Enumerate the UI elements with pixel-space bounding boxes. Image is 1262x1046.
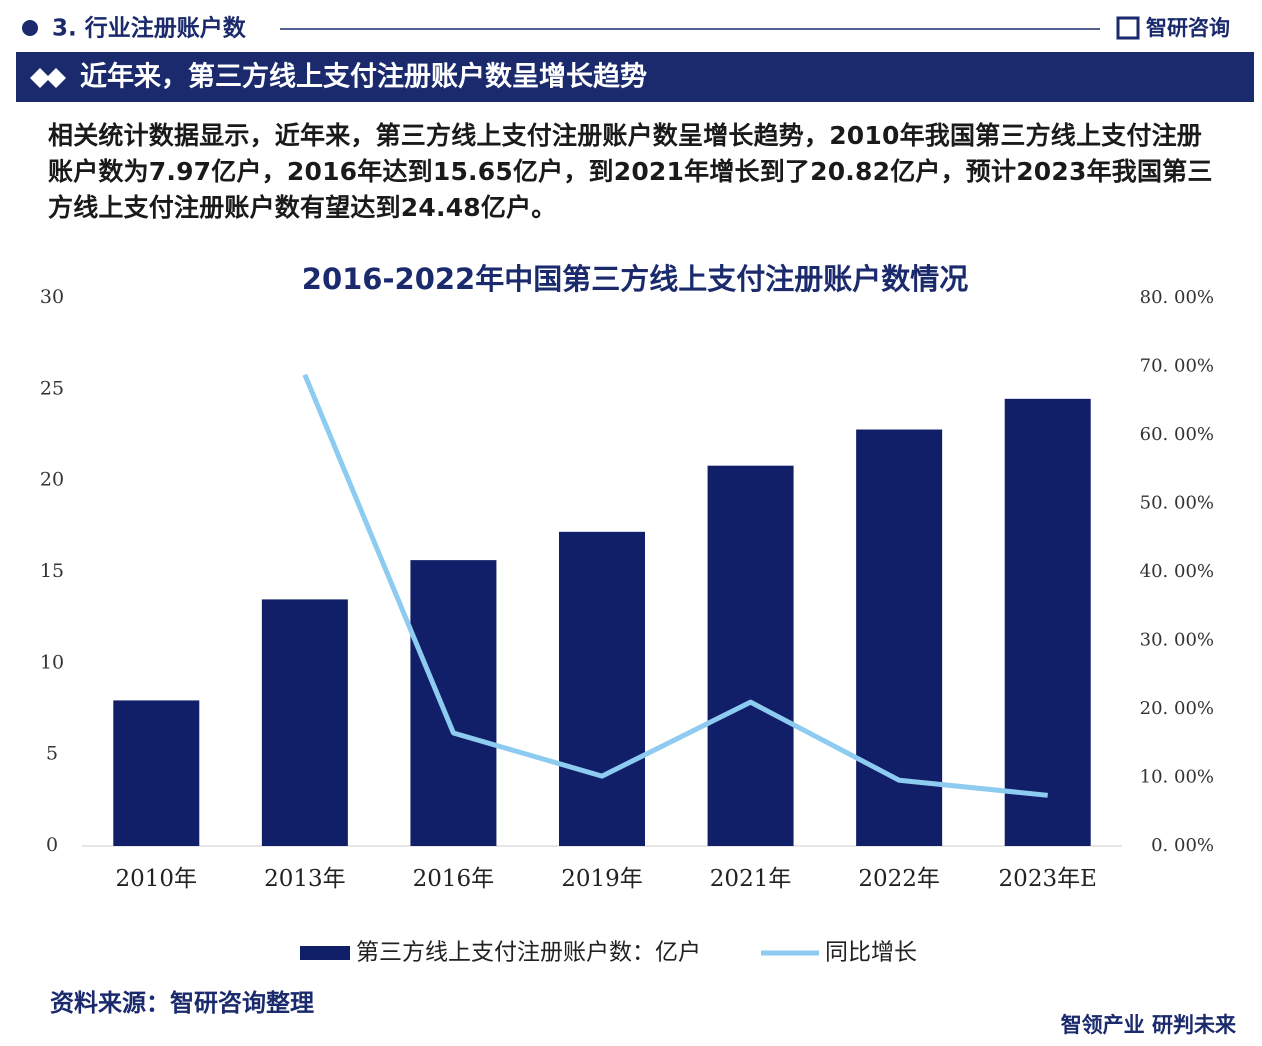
banner-text: 近年来，第三方线上支付注册账户数呈增长趋势 [80,61,647,93]
x-tick-label: 2023年E [999,866,1097,892]
legend-label: 第三方线上支付注册账户数：亿户 [356,940,701,966]
x-tick-label: 2016年 [413,866,495,892]
bar [261,599,348,846]
line [302,373,1048,798]
logo [1116,16,1140,40]
y-tick-label: 20 [40,469,64,491]
y-tick-label: 0 [46,834,58,856]
legend-swatch [300,946,350,960]
y-tick-label: 25 [40,377,64,399]
banner-icon [30,68,66,88]
y2-tick-label: 80. 00% [1140,287,1214,308]
y2-tick-label: 10. 00% [1140,767,1214,788]
y2-tick-label: 30. 00% [1140,630,1214,651]
x-tick-label: 2022年 [858,866,940,892]
section-title: 3. 行业注册账户数 [52,15,247,42]
y2-tick-label: 70. 00% [1140,356,1214,377]
bar [856,429,943,846]
x-tick-label: 2013年 [264,866,346,892]
x-tick-label: 2019年 [561,866,643,892]
slogan: 智领产业 研判未来 [1061,1013,1237,1037]
y-tick-label: 30 [40,286,64,308]
bullet [22,20,38,36]
y2-tick-label: 20. 00% [1140,698,1214,719]
y2-tick-label: 0. 00% [1151,835,1214,856]
bar [1004,398,1091,846]
source: 资料来源：智研咨询整理 [50,989,314,1017]
y-tick-label: 10 [40,651,64,673]
paragraph: 相关统计数据显示，近年来，第三方线上支付注册账户数呈增长趋势，2010年我国第三… [48,121,1213,222]
bar [410,560,497,846]
x-tick-label: 2010年 [116,866,198,892]
bar [707,465,794,846]
y2-tick-label: 50. 00% [1140,493,1214,514]
y-tick-label: 15 [40,560,64,582]
legend-label: 同比增长 [825,940,917,966]
banner [16,52,1254,102]
bar [559,531,645,846]
y2-tick-label: 40. 00% [1140,561,1214,582]
x-tick-label: 2021年 [710,866,792,892]
bar [113,700,200,846]
y2-tick-label: 60. 00% [1140,424,1214,445]
brand: 智研咨询 [1146,16,1230,40]
y-tick-label: 5 [46,743,58,765]
chart-title: 2016-2022年中国第三方线上支付注册账户数情况 [302,262,968,296]
